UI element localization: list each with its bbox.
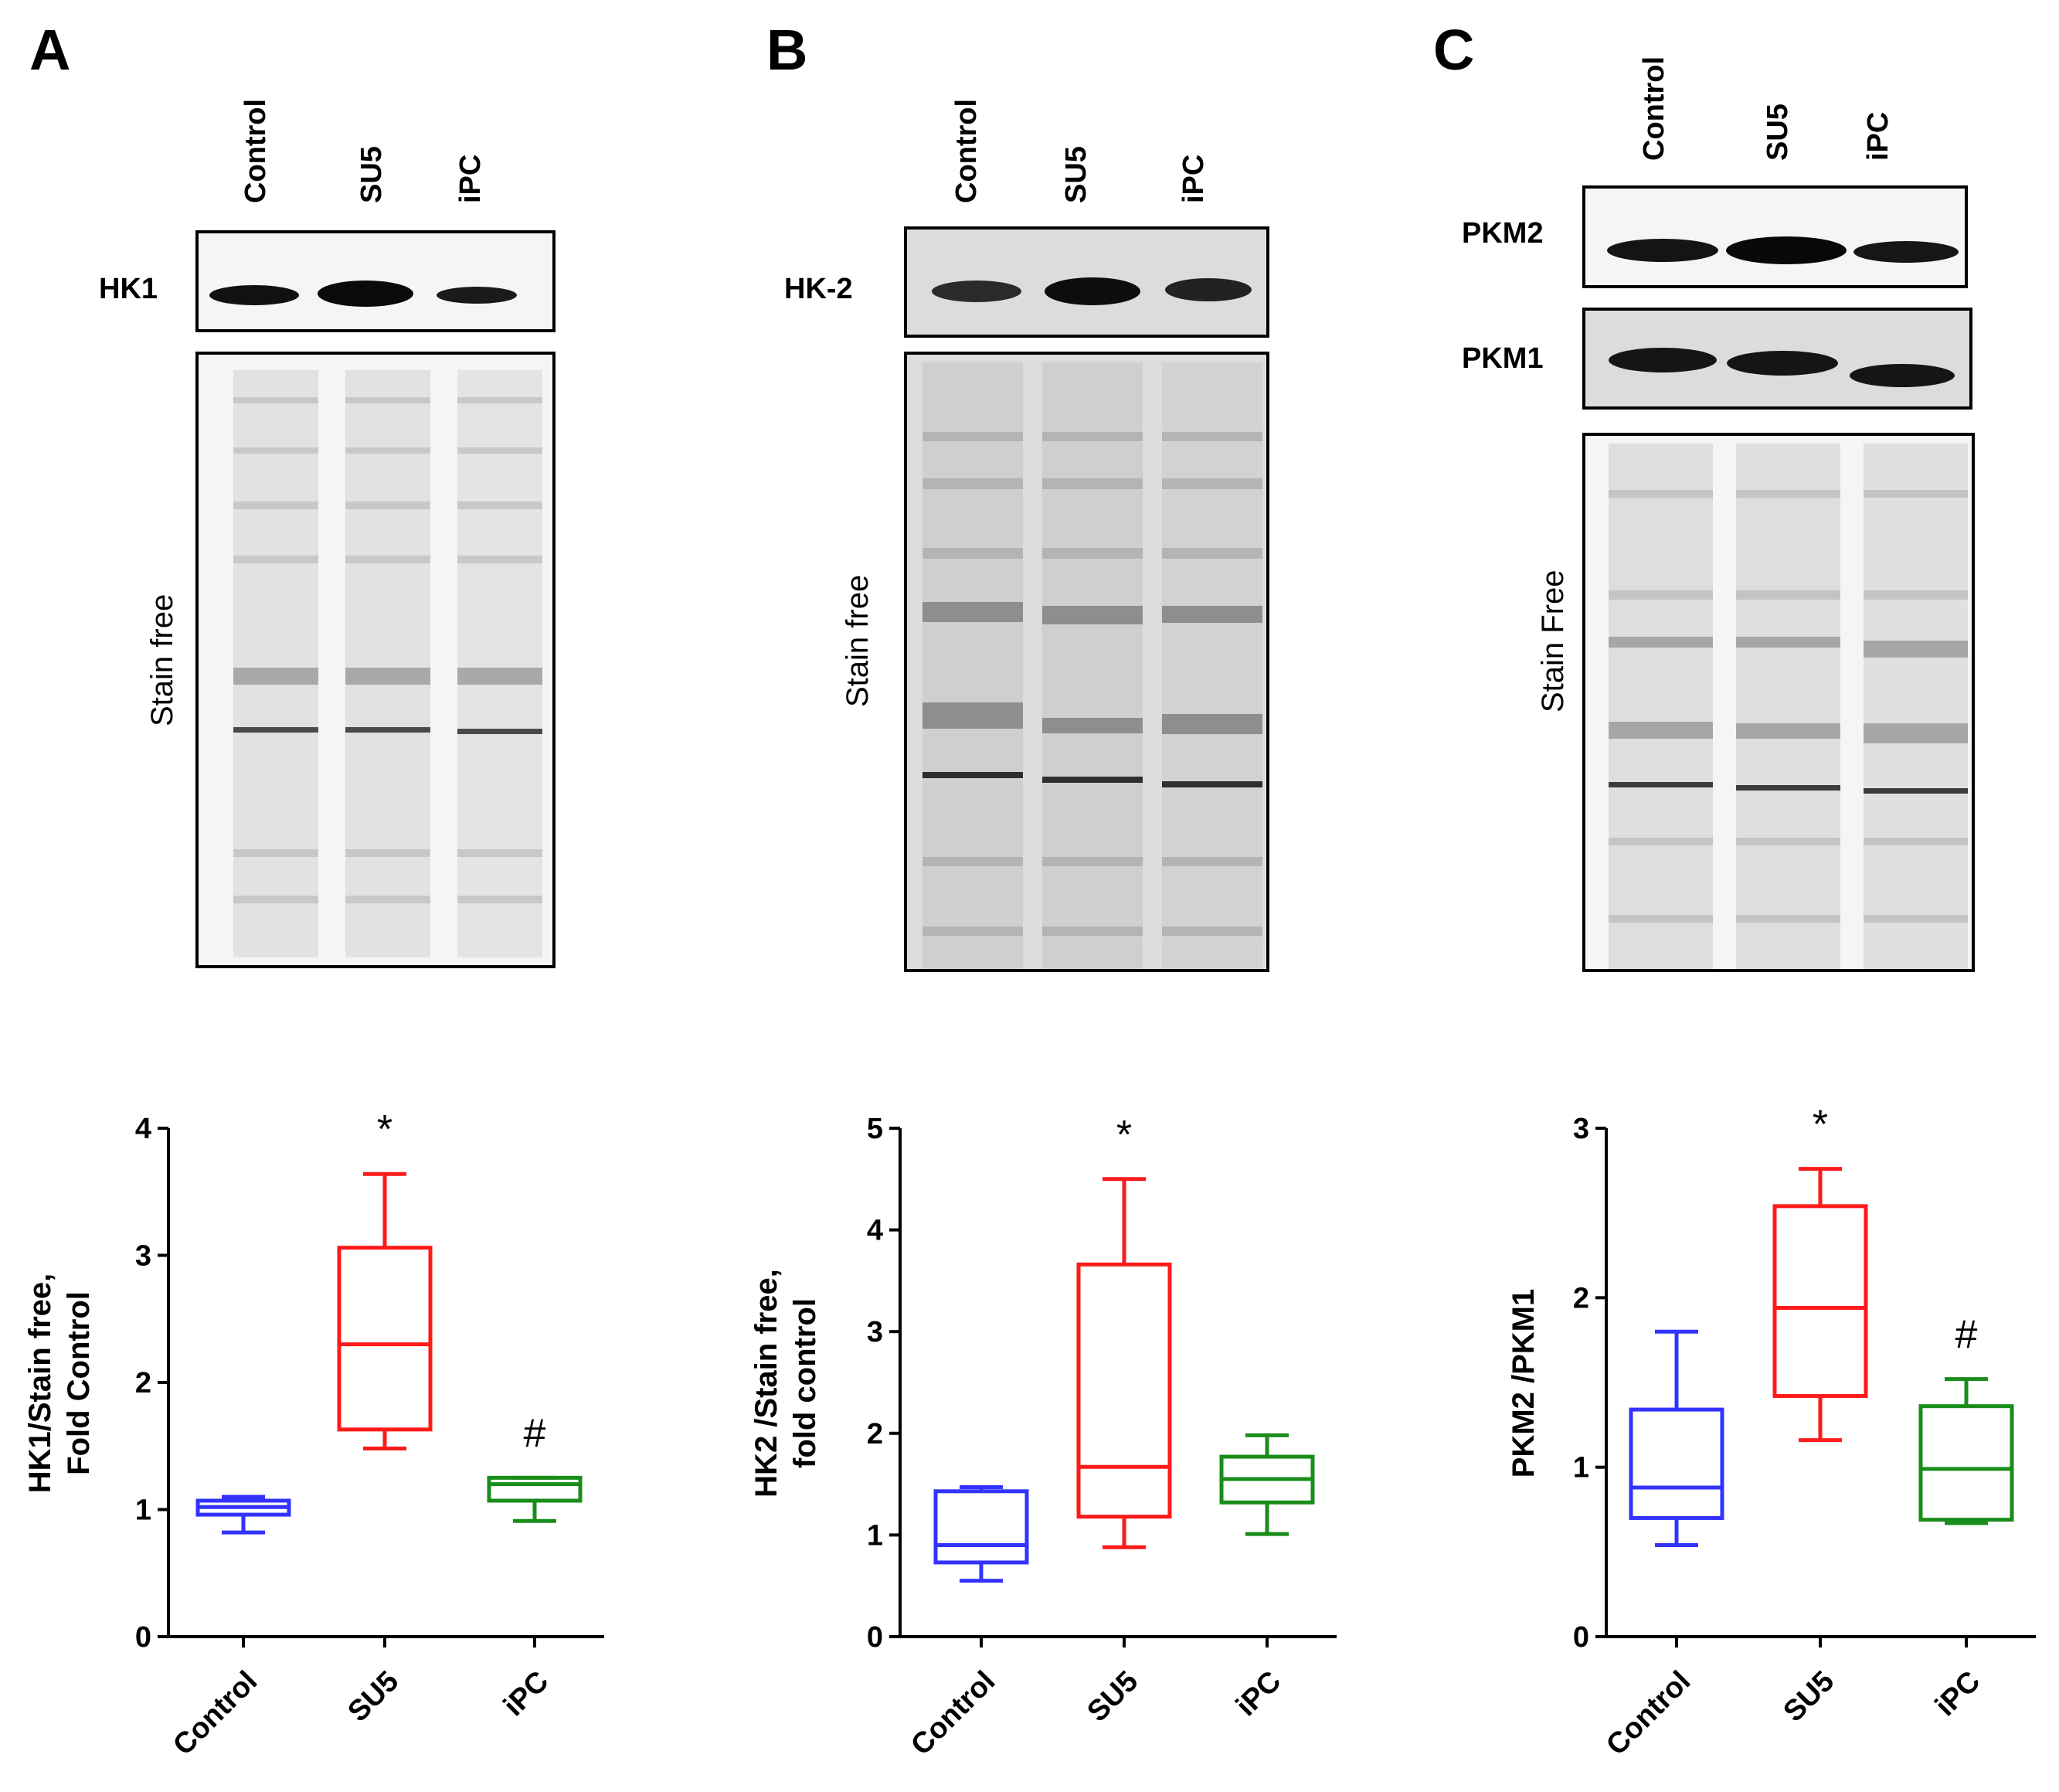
panel-letter-c: C <box>1433 18 1475 82</box>
western-blot-pkm2 <box>1582 185 1968 288</box>
panel-letter-a: A <box>29 18 71 82</box>
gel-lanes <box>922 362 1262 969</box>
y-axis-label: fold control <box>788 1298 822 1468</box>
significance-asterisk: * <box>1813 1103 1828 1148</box>
box-control <box>933 1489 1029 1565</box>
y-tick-label: 2 <box>135 1367 151 1399</box>
x-tick-label: SU5 <box>341 1665 405 1729</box>
blot-bands <box>1609 348 1955 387</box>
significance-hash: # <box>524 1411 546 1456</box>
y-tick-label: 0 <box>867 1621 883 1654</box>
box-su5 <box>1772 1204 1868 1399</box>
band-label-pkm2: PKM2 <box>1462 217 1544 250</box>
y-axis-label: PKM2 /PKM1 <box>1507 1289 1541 1478</box>
x-tick-label: iPC <box>498 1665 556 1723</box>
y-tick-label: 1 <box>135 1494 151 1527</box>
y-tick-label: 3 <box>867 1316 883 1348</box>
gel-lanes <box>233 370 542 957</box>
y-tick-label: 0 <box>135 1621 151 1654</box>
y-axis-label: HK2 /Stain free, <box>749 1269 783 1498</box>
y-tick-label: 2 <box>867 1418 883 1450</box>
y-axis-label: Fold Control <box>62 1291 96 1475</box>
x-tick-label: iPC <box>1230 1665 1288 1723</box>
y-tick-label: 1 <box>1573 1452 1589 1484</box>
y-tick-label: 4 <box>867 1215 883 1247</box>
significance-asterisk: * <box>1116 1113 1132 1158</box>
y-tick-label: 0 <box>1573 1621 1589 1654</box>
blot-bands <box>209 281 517 307</box>
western-blot-pkm1 <box>1582 308 1972 410</box>
y-tick-label: 4 <box>135 1113 151 1145</box>
x-tick-label: Control <box>1600 1665 1697 1762</box>
y-tick-label: 3 <box>135 1240 151 1273</box>
band-label-pkm1: PKM1 <box>1462 342 1544 375</box>
stain-free-gel-b <box>904 352 1269 972</box>
y-tick-label: 5 <box>867 1113 883 1145</box>
band-label-hk2: HK-2 <box>784 273 853 305</box>
blot-bands <box>1607 236 1959 264</box>
x-tick-label: Control <box>905 1665 1001 1762</box>
western-blot-hk2 <box>904 226 1269 338</box>
x-tick-label: SU5 <box>1777 1665 1840 1729</box>
significance-asterisk: * <box>377 1107 392 1152</box>
y-tick-label: 3 <box>1573 1113 1589 1145</box>
x-tick-label: SU5 <box>1081 1665 1144 1729</box>
y-tick-label: 1 <box>867 1519 883 1552</box>
western-blot-hk1 <box>195 230 556 332</box>
box-su5 <box>1076 1262 1172 1519</box>
box-su5 <box>337 1246 433 1432</box>
stain-free-gel-c <box>1582 433 1975 972</box>
box-ipc <box>487 1475 583 1503</box>
box-control <box>1629 1407 1724 1520</box>
gel-lanes <box>1609 444 1968 969</box>
stain-free-gel-a <box>195 352 556 968</box>
box-ipc <box>1918 1404 2014 1522</box>
significance-hash: # <box>1955 1313 1978 1358</box>
x-tick-label: iPC <box>1929 1665 1987 1723</box>
band-label-hk1: HK1 <box>99 273 158 305</box>
y-tick-label: 2 <box>1573 1282 1589 1314</box>
x-tick-label: Control <box>167 1665 263 1762</box>
y-axis-label: HK1/Stain free, <box>23 1273 57 1494</box>
panel-letter-b: B <box>766 18 808 82</box>
blot-bands <box>932 277 1252 305</box>
